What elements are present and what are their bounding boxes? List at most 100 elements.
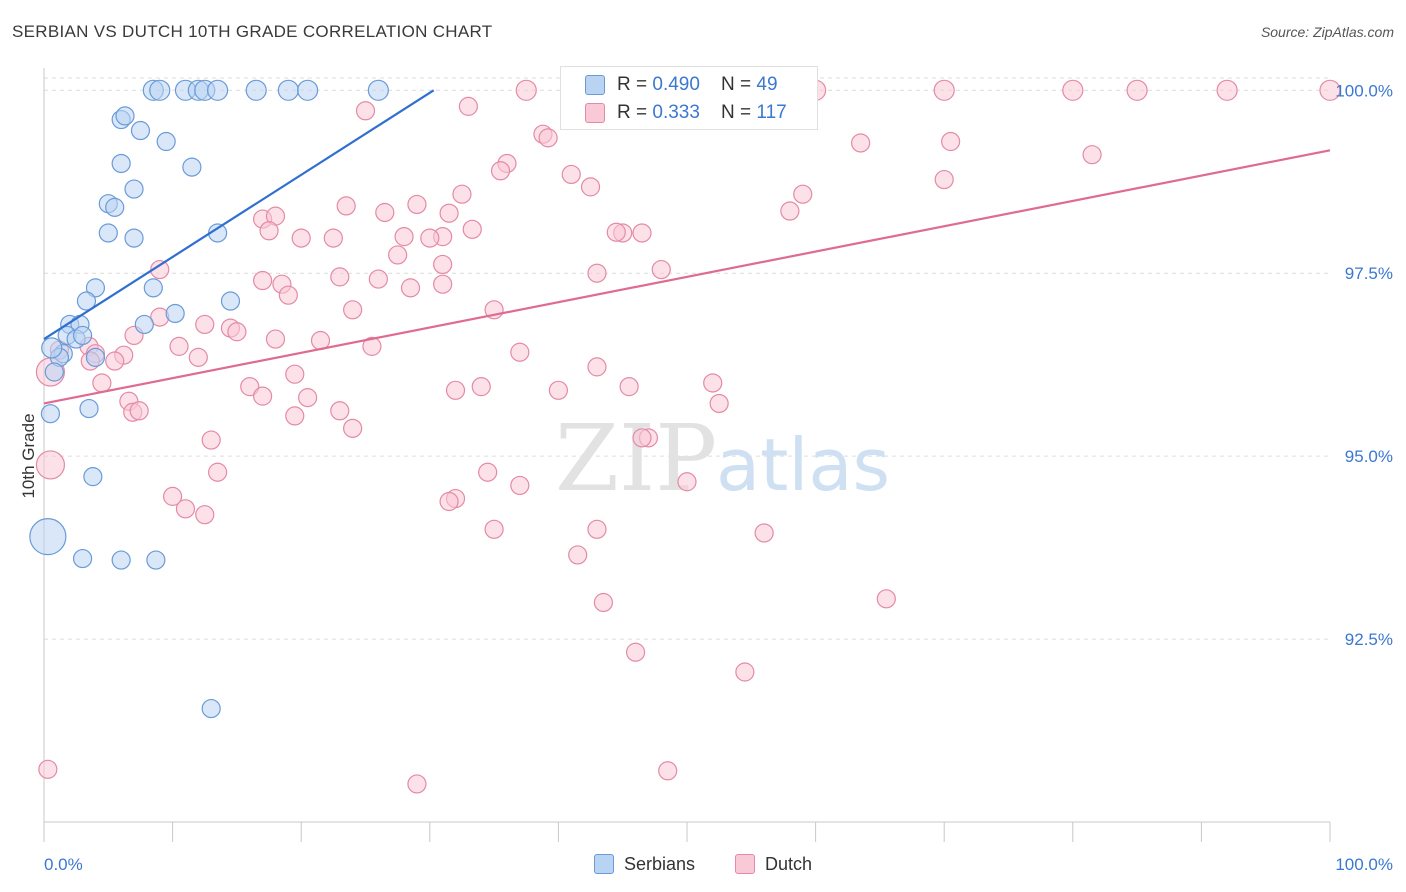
dutch-point	[709, 393, 729, 414]
r-label: R =	[617, 74, 653, 95]
serbian-point	[220, 291, 241, 311]
dutch-point	[1126, 79, 1148, 101]
serbian-point	[367, 79, 389, 101]
chart-title: SERBIAN VS DUTCH 10TH GRADE CORRELATION …	[12, 22, 493, 41]
serbian-point	[130, 120, 151, 141]
dutch-point	[548, 380, 569, 400]
dutch-point	[538, 128, 558, 148]
n-value-dutch: 117	[756, 102, 787, 123]
dutch-point	[933, 79, 955, 101]
dutch-point	[490, 161, 511, 181]
serbian-point	[111, 550, 131, 570]
serbian-point	[146, 550, 166, 570]
dutch-point	[129, 401, 149, 421]
serbian-points	[29, 79, 389, 719]
dutch-point	[368, 269, 388, 289]
serbian-point	[72, 548, 93, 569]
dutch-point	[105, 351, 125, 371]
stats-legend: R = 0.490 N = 49 R = 0.333 N = 117	[560, 66, 818, 130]
serbian-point	[85, 278, 106, 298]
dutch-point	[375, 202, 395, 223]
dutch-point	[1216, 79, 1238, 101]
dutch-point	[38, 759, 58, 779]
serbian-point	[277, 79, 299, 101]
r-value-dutch: 0.333	[652, 102, 700, 123]
legend-item-serbians[interactable]: Serbians	[593, 854, 695, 875]
dutch-point	[150, 259, 170, 280]
dutch-point	[510, 342, 530, 362]
dutch-point	[195, 505, 215, 525]
dutch-point	[793, 184, 813, 204]
dutch-point	[227, 322, 247, 342]
dutch-point	[253, 270, 273, 291]
serbian-point	[124, 228, 144, 248]
dutch-point	[323, 228, 343, 248]
dutch-point	[1319, 79, 1341, 101]
dutch-point	[478, 462, 498, 482]
serbian-point	[182, 157, 202, 177]
watermark-zip: ZIP	[555, 405, 717, 512]
tick-labels: 92.5% 95.0% 97.5% 100.0% 0.0% 100.0% 10th Grad…	[19, 81, 1393, 874]
dutch-point	[651, 259, 671, 280]
dutch-point	[439, 491, 459, 512]
axes-layer	[43, 68, 1331, 842]
dutch-point	[580, 177, 601, 197]
dutch-point	[163, 486, 183, 506]
dutch-point	[619, 377, 639, 397]
r-label: R =	[617, 102, 653, 123]
serbian-point	[115, 106, 135, 126]
watermark-atlas: atlas	[716, 423, 890, 507]
legend-item-dutch[interactable]: Dutch	[735, 854, 812, 875]
serbian-point	[29, 518, 67, 556]
y-tick-label: 95.0%	[1345, 447, 1393, 466]
dutch-point	[343, 300, 363, 320]
dutch-swatch	[585, 103, 605, 123]
dutch-point	[343, 418, 363, 438]
dutch-point	[754, 523, 774, 543]
dutch-point	[587, 357, 607, 377]
dutch-point	[658, 761, 678, 781]
dutch-point	[632, 223, 652, 243]
dutch-point	[400, 278, 421, 298]
legend-swatch-serbians	[593, 854, 614, 874]
serbian-point	[105, 197, 125, 217]
dutch-point	[208, 462, 228, 482]
dutch-point	[169, 336, 189, 356]
dutch-point	[336, 196, 356, 216]
y-axis-label: 10th Grade	[19, 413, 38, 498]
dutch-point	[735, 662, 755, 682]
serbian-point	[201, 698, 221, 719]
serbian-point	[79, 398, 99, 419]
dutch-point	[433, 274, 453, 294]
dutch-point	[195, 314, 215, 335]
dutch-point	[188, 347, 208, 367]
serbian-point	[40, 404, 61, 424]
dutch-point	[259, 221, 279, 241]
dutch-point	[934, 169, 954, 190]
dutch-point	[285, 406, 305, 426]
serbian-point	[156, 131, 176, 152]
dutch-point	[253, 386, 273, 406]
serbians-swatch	[585, 75, 605, 95]
serbian-point	[207, 79, 229, 101]
dutch-point	[780, 201, 800, 221]
dutch-point	[201, 430, 221, 450]
dutch-point	[484, 519, 504, 539]
serbian-point	[111, 153, 131, 174]
dutch-point	[92, 373, 112, 393]
y-tick-label: 92.5%	[1345, 630, 1393, 649]
dutch-point	[851, 133, 871, 153]
n-label: N =	[721, 74, 757, 95]
n-value-serbians: 49	[756, 74, 778, 95]
dutch-point	[587, 263, 607, 283]
serbian-point	[41, 337, 63, 359]
dutch-point	[941, 131, 961, 152]
dutch-point	[606, 222, 626, 242]
serbian-point	[143, 278, 163, 298]
x-tick-label-max: 100.0%	[1335, 855, 1393, 874]
dutch-point	[593, 592, 614, 613]
legend-swatch-dutch	[735, 854, 755, 874]
dutch-point	[471, 377, 491, 397]
r-value-serbians: 0.490	[652, 74, 700, 95]
